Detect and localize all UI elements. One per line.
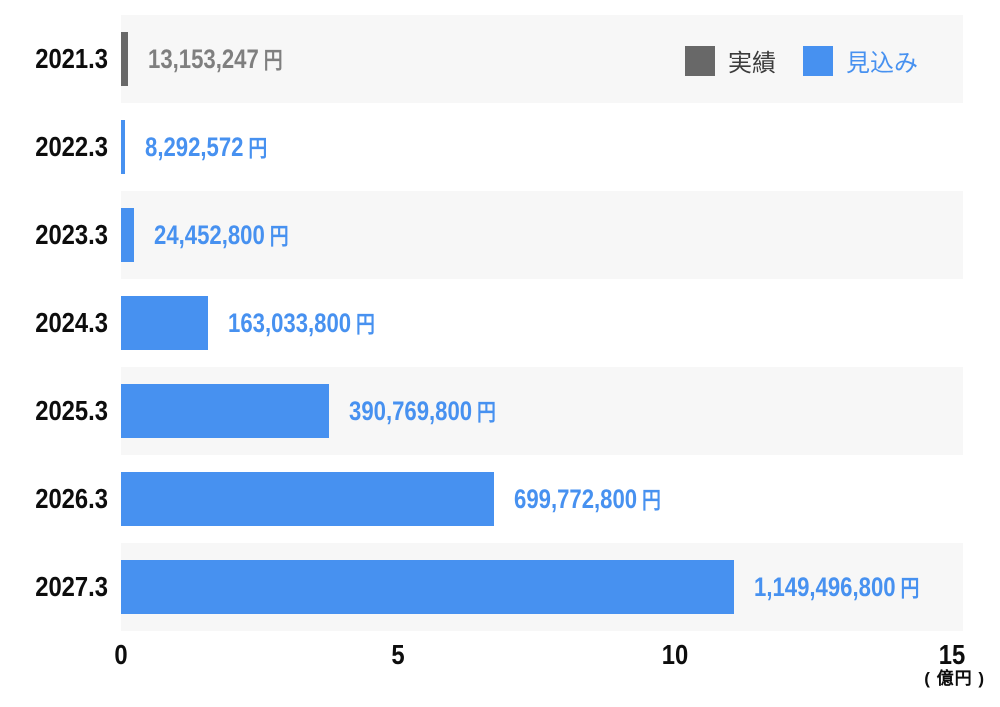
value-unit-suffix: 円: [269, 223, 289, 249]
value-unit-suffix: 円: [248, 135, 268, 161]
x-axis-tick: 15: [938, 639, 966, 670]
bar: [121, 560, 734, 614]
value-label: 8,292,572 円: [145, 103, 267, 191]
value-label: 390,769,800 円: [349, 367, 496, 455]
value-number: 699,772,800: [513, 484, 638, 514]
value-unit-suffix: 円: [355, 311, 375, 337]
value-unit-suffix: 円: [641, 487, 661, 513]
year-label: 2021.3: [35, 43, 108, 74]
value-label: 699,772,800 円: [514, 455, 661, 543]
legend: 実績 見込み: [685, 43, 918, 78]
year-label: 2025.3: [35, 395, 108, 426]
year-label: 2024.3: [35, 307, 108, 338]
bar: [121, 296, 208, 350]
value-unit-suffix: 円: [900, 575, 919, 601]
axis-unit-label: ( 億円 ): [924, 669, 985, 688]
table-row: 2025.3 390,769,800 円: [0, 367, 1000, 455]
value-number: 163,033,800: [227, 308, 352, 338]
legend-actual-swatch: [685, 45, 715, 76]
value-unit-suffix: 円: [263, 47, 283, 73]
bar: [121, 120, 126, 174]
year-label: 2023.3: [35, 219, 108, 250]
year-label: 2027.3: [35, 571, 108, 602]
value-number: 8,292,572: [145, 132, 244, 162]
value-number: 13,153,247: [148, 44, 259, 74]
value-label: 1,149,496,800 円: [754, 543, 919, 631]
bar: [121, 472, 494, 526]
value-label: 163,033,800 円: [228, 279, 375, 367]
legend-forecast-label: 見込み: [846, 50, 918, 77]
value-number: 390,769,800: [349, 396, 473, 426]
value-number: 24,452,800: [154, 220, 265, 250]
year-label: 2026.3: [35, 483, 108, 514]
x-axis-tick: 10: [661, 639, 689, 670]
legend-forecast-swatch: [803, 45, 833, 76]
value-label: 13,153,247 円: [148, 15, 283, 103]
bar: [121, 32, 128, 86]
year-label: 2022.3: [35, 131, 108, 162]
x-axis-tick: 0: [114, 639, 128, 670]
table-row: 2023.3 24,452,800 円: [0, 191, 1000, 279]
table-row: 2024.3 163,033,800 円: [0, 279, 1000, 367]
value-label: 24,452,800 円: [154, 191, 289, 279]
table-row: 2022.3 8,292,572 円: [0, 103, 1000, 191]
value-unit-suffix: 円: [477, 399, 497, 425]
bar: [121, 208, 134, 262]
x-axis-tick: 5: [391, 639, 405, 670]
row-band: [121, 191, 963, 279]
bar: [121, 384, 330, 438]
value-number: 1,149,496,800: [753, 572, 896, 602]
table-row: 2026.3 699,772,800 円: [0, 455, 1000, 543]
table-row: 2027.3 1,149,496,800 円: [0, 543, 1000, 631]
legend-actual-label: 実績: [728, 50, 776, 77]
